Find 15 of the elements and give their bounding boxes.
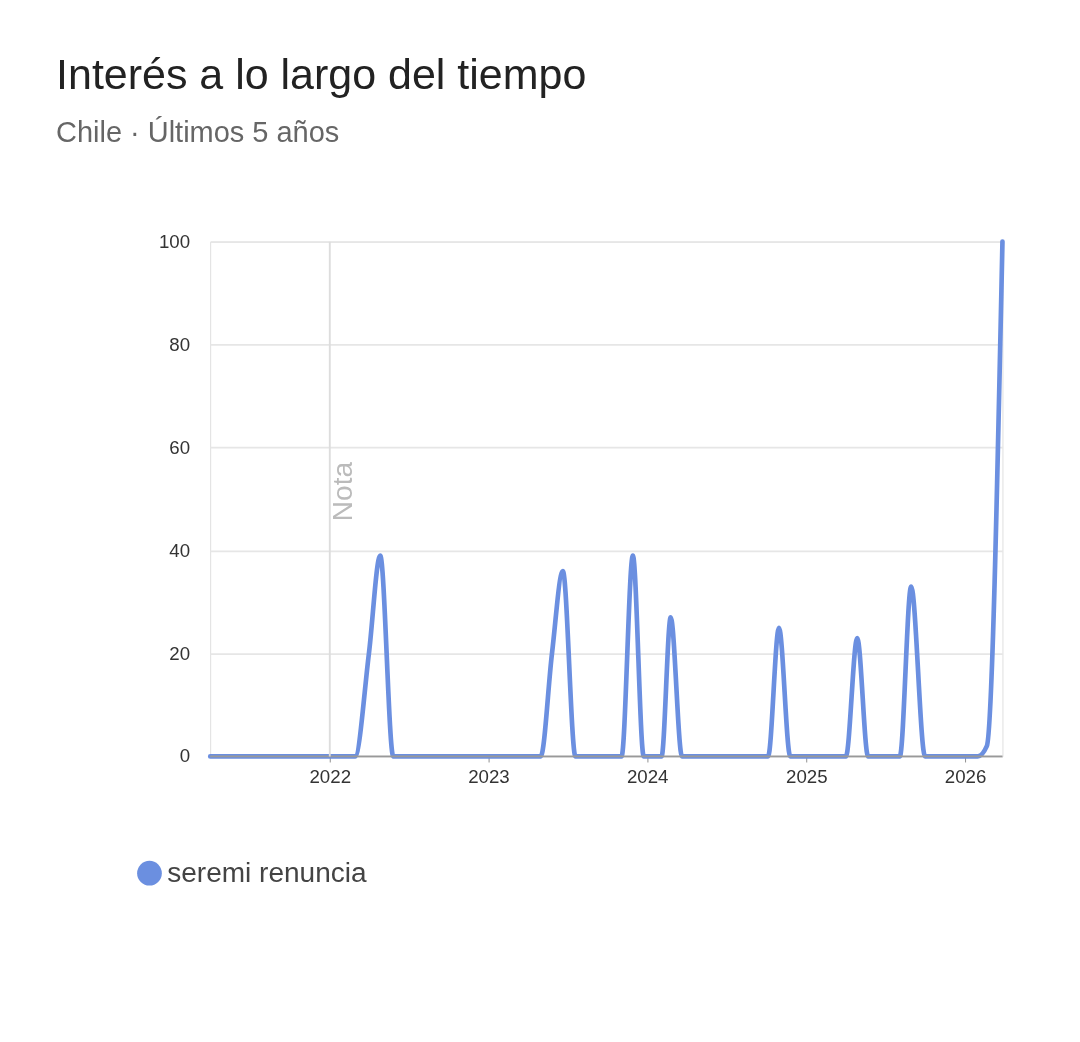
chart-subtitle: Chile · Últimos 5 años — [56, 115, 340, 148]
x-tick-label: 2026 — [944, 766, 987, 788]
y-tick-label: 100 — [158, 230, 191, 252]
x-tick-label: 2025 — [786, 766, 828, 788]
y-tick-label: 0 — [179, 745, 191, 767]
ref-line-label: Nota — [327, 461, 359, 522]
y-tick-label: 40 — [169, 539, 191, 561]
x-tick-label: 2023 — [468, 766, 510, 788]
y-tick-label: 60 — [169, 436, 191, 458]
chart-title: Interés a lo largo del tiempo — [56, 50, 587, 99]
y-tick-label: 20 — [169, 642, 191, 664]
y-tick-label: 80 — [169, 333, 191, 355]
x-tick-label: 2024 — [626, 766, 669, 788]
legend-label: seremi renuncia — [167, 856, 367, 888]
x-tick-label: 2022 — [309, 766, 352, 788]
